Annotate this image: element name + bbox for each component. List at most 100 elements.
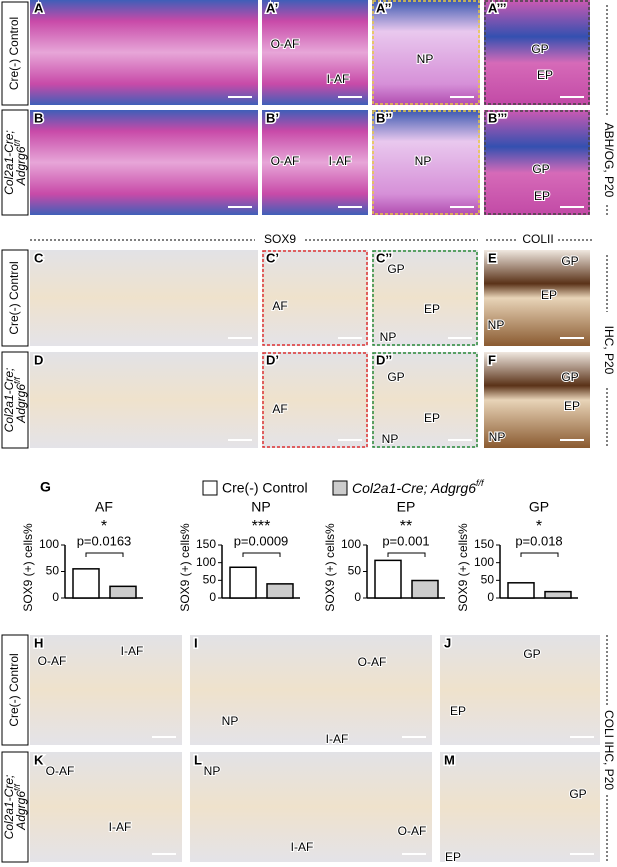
bar xyxy=(374,559,402,599)
panel-letter: I xyxy=(194,635,198,650)
panel-letter: H xyxy=(34,635,43,650)
micrograph xyxy=(262,250,368,346)
region-label: I-AF xyxy=(327,72,350,86)
row-label: Col2a1-Cre; xyxy=(2,130,16,195)
y-tick-label: 0 xyxy=(487,590,494,604)
region-label: EP xyxy=(564,399,580,413)
row-label: Adgrg6f/f xyxy=(13,139,28,186)
region-label: EP xyxy=(450,704,466,718)
region-label: O-AF xyxy=(358,655,387,669)
p-value: p=0.0009 xyxy=(234,533,289,548)
region-label: I-AF xyxy=(121,644,144,658)
panel-letter: E xyxy=(488,250,497,265)
y-tick-label: 50 xyxy=(348,564,362,578)
micrograph xyxy=(440,635,600,745)
bar xyxy=(544,590,572,599)
panel-border xyxy=(372,352,478,448)
micrograph xyxy=(372,250,478,346)
micrograph xyxy=(484,0,590,105)
region-label: GP xyxy=(387,262,404,276)
y-tick-label: 100 xyxy=(474,555,494,569)
y-axis-label: SOX9 (+) cells% xyxy=(456,523,470,612)
region-label: NP xyxy=(222,714,239,728)
row-box xyxy=(1,249,29,347)
micrograph xyxy=(484,110,590,215)
p-value: p=0.001 xyxy=(382,533,429,548)
region-label: GP xyxy=(532,162,549,176)
significance: * xyxy=(101,518,107,535)
significance: *** xyxy=(252,518,271,535)
micrograph xyxy=(262,110,368,215)
micrograph xyxy=(262,0,368,105)
micrograph xyxy=(484,250,590,346)
region-label: NP xyxy=(415,154,432,168)
micrograph xyxy=(484,352,590,448)
row-label-text: Adgrg6 xyxy=(14,146,28,186)
y-tick-label: 100 xyxy=(341,537,361,551)
significance-bracket xyxy=(520,552,559,557)
panel-border xyxy=(484,0,590,105)
row-label: Adgrg6f/f xyxy=(13,784,28,831)
y-tick-label: 0 xyxy=(354,590,361,604)
panel-letter: K xyxy=(34,752,44,767)
row-label-text: Adgrg6 xyxy=(14,384,28,424)
region-label: EP xyxy=(445,850,461,864)
micrograph xyxy=(372,0,480,105)
row-label: Cre(-) Control xyxy=(7,653,21,726)
panel-letter: B’’’ xyxy=(488,110,507,125)
micrograph xyxy=(372,352,478,448)
row-label-text: Adgrg6 xyxy=(14,791,28,831)
micrograph xyxy=(190,635,432,745)
legend-text: Adgrg6 xyxy=(430,480,476,496)
panel-letter: B’ xyxy=(266,110,279,125)
region-label: GP xyxy=(523,647,540,661)
panel-border xyxy=(484,110,590,215)
region-label: NP xyxy=(489,430,506,444)
header: COLII xyxy=(522,232,553,246)
micrograph xyxy=(30,635,182,745)
micrograph xyxy=(30,250,258,346)
region-label: I-AF xyxy=(291,840,314,854)
panel-letter: A xyxy=(34,0,44,15)
region-label: EP xyxy=(424,302,440,316)
row-box xyxy=(1,634,29,746)
panel-letter: A’’’ xyxy=(488,0,507,15)
y-tick-label: 0 xyxy=(209,590,216,604)
significance: * xyxy=(536,518,542,535)
row-labels: Cre(-) ControlCol2a1-Cre;Adgrg6f/fCre(-)… xyxy=(1,1,29,863)
panel-letter: D’’ xyxy=(376,352,392,367)
legend-swatch xyxy=(202,480,218,496)
micrograph xyxy=(262,352,368,448)
region-label: NP xyxy=(382,432,399,446)
panel-letter: A’ xyxy=(266,0,278,15)
significance-bracket xyxy=(242,552,281,557)
row-box xyxy=(1,351,29,449)
legend-swatch xyxy=(332,480,348,496)
chart-title: EP xyxy=(397,499,416,515)
panel-letter: A’’ xyxy=(376,0,391,15)
row-box xyxy=(1,109,29,216)
region-label: O-AF xyxy=(38,654,67,668)
micrograph xyxy=(440,752,600,862)
bar xyxy=(229,566,257,599)
micrograph xyxy=(30,752,182,862)
y-axis-label: SOX9 (+) cells% xyxy=(323,523,337,612)
y-axis-label: SOX9 (+) cells% xyxy=(178,523,192,612)
row-label: Cre(-) Control xyxy=(7,17,21,90)
y-tick-label: 50 xyxy=(481,573,495,587)
region-label: GP xyxy=(561,370,578,384)
legend-label: Cre(-) Control xyxy=(222,480,308,496)
region-label: EP xyxy=(534,189,550,203)
panel-border xyxy=(372,110,480,215)
image-panels: A A’ O-AF I-AF A’’ NP A’’’ GP EP B B’ O-AF I-AF B’’ NP… xyxy=(30,0,600,865)
panel-letter: G xyxy=(40,479,51,495)
region-label: AF xyxy=(272,299,287,313)
chart-title: GP xyxy=(529,499,549,515)
y-tick-label: 50 xyxy=(203,573,217,587)
legend-text: Col2a1-Cre; xyxy=(352,480,428,496)
header: SOX9 xyxy=(264,232,296,246)
row-label: Col2a1-Cre; xyxy=(2,775,16,840)
region-label: EP xyxy=(541,288,557,302)
region-label: EP xyxy=(537,68,553,82)
